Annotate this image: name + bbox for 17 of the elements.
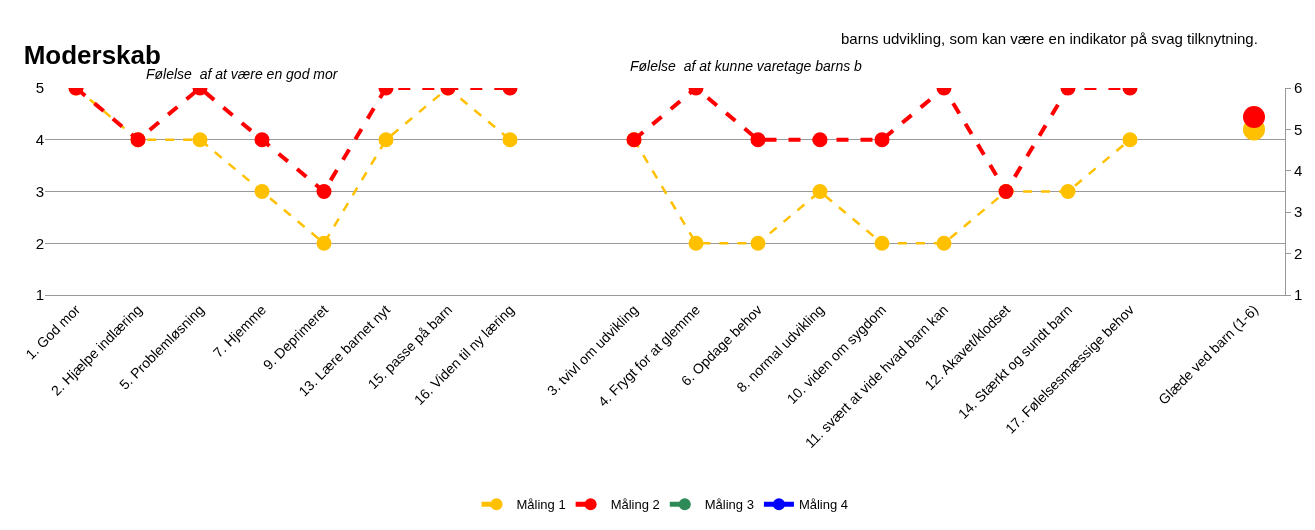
y2-tick-label: 6 bbox=[1294, 79, 1303, 97]
text: barns udvikling, som kan være en indikator på svag tilknytning. bbox=[841, 30, 1258, 47]
legend-label: Måling 2 bbox=[610, 497, 660, 513]
y2-tick-label: 3 bbox=[1294, 203, 1303, 221]
y-tick-label: 1 bbox=[35, 286, 44, 304]
legend-label: Måling 3 bbox=[704, 497, 754, 513]
y-tick-label: 4 bbox=[35, 131, 44, 148]
y2-tick-label: 4 bbox=[1294, 162, 1303, 180]
legend-label: Måling 4 bbox=[798, 497, 849, 513]
y2-tick-label: 5 bbox=[1294, 120, 1303, 138]
y2-tick-label: 1 bbox=[1294, 286, 1303, 304]
y-tick-label: 3 bbox=[35, 182, 44, 200]
legend-label: Måling 1 bbox=[516, 497, 566, 513]
y-tick-label: 5 bbox=[35, 79, 44, 97]
y-tick-label: 2 bbox=[35, 234, 44, 252]
y2-tick-label: 2 bbox=[1294, 244, 1303, 262]
text: Følelse af at kunne varetage barns b bbox=[630, 58, 863, 74]
